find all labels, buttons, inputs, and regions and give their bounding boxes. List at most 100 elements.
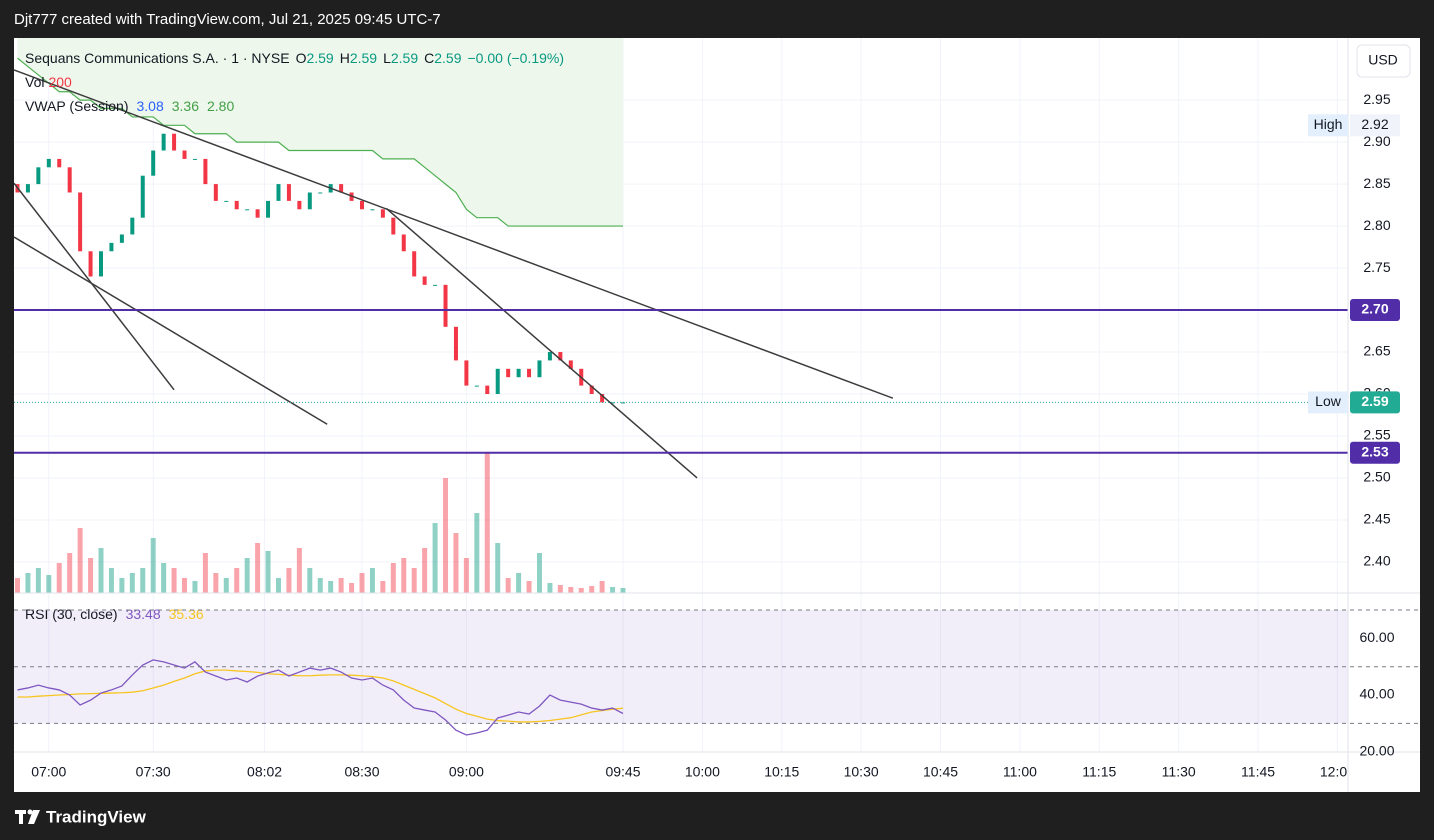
volume-bar	[161, 563, 167, 593]
y-tick-label: 2.80	[1363, 217, 1390, 233]
logo-part	[27, 809, 33, 815]
currency-label[interactable]: USD	[1368, 52, 1398, 68]
candle-body	[401, 234, 406, 252]
candle-body	[182, 150, 187, 159]
price-pane	[14, 38, 1348, 593]
candle-body	[140, 175, 145, 218]
rsi-legend: RSI (30, close) 33.48 35.36	[25, 606, 204, 622]
volume-bar	[56, 563, 62, 593]
time-axis: 07:00 07:30 08:02 08:30 09:00 09:45 10:00 10:15…	[31, 764, 1348, 780]
level-badge: 2.53	[1361, 443, 1388, 459]
y-tick-label: 2.85	[1363, 175, 1390, 191]
ohlc-value: 2.59	[306, 50, 333, 66]
candle-body	[255, 209, 260, 218]
volume-bar	[14, 578, 20, 593]
volume-bar	[443, 478, 449, 593]
high-tag-bg	[1308, 114, 1348, 137]
candle-body	[495, 368, 500, 395]
candle-body	[360, 200, 364, 210]
volume-bar	[463, 558, 469, 593]
volume-bar	[265, 551, 271, 593]
volume-bar	[359, 573, 365, 593]
logo-part	[28, 810, 40, 824]
candle-body	[161, 133, 166, 151]
volume-bar	[328, 581, 334, 593]
candle-body	[192, 158, 197, 160]
candle-body	[464, 360, 469, 386]
level-badge: 2.70	[1361, 301, 1388, 317]
trend-line	[14, 69, 894, 399]
candle-body	[224, 200, 229, 202]
candle-body	[370, 209, 375, 211]
vwap-title: VWAP (Session)	[25, 98, 128, 114]
volume-bar	[411, 568, 417, 593]
volume-bar	[610, 587, 616, 593]
candle-body	[610, 402, 615, 404]
volume-bar	[589, 586, 595, 593]
volume-bar	[192, 581, 198, 593]
candle-body	[339, 184, 344, 193]
volume-bar	[307, 568, 313, 593]
trend-line	[14, 236, 328, 425]
ohlc-label: O	[296, 50, 307, 66]
x-tick-label: 10:15	[764, 764, 799, 780]
candle-body	[433, 284, 438, 286]
volume-bar	[286, 568, 292, 593]
volume-bar	[317, 578, 323, 593]
volume-bar	[557, 585, 563, 593]
volume-bar	[244, 558, 250, 593]
candle-body	[99, 251, 103, 277]
volume-bar	[349, 583, 355, 593]
currency-button[interactable]	[1356, 44, 1411, 78]
volume-bar	[296, 548, 302, 593]
x-tick-label: 07:30	[136, 764, 171, 780]
vwap-value: 2.80	[207, 98, 234, 114]
candle-body	[36, 167, 41, 185]
volume-bar	[505, 578, 511, 593]
volume-bar	[380, 581, 386, 593]
candle-body	[78, 192, 83, 252]
volume-bar	[432, 523, 438, 593]
volume-bar	[182, 578, 188, 593]
candle-body	[307, 192, 312, 210]
volume-bar	[620, 588, 626, 593]
footer-brand: TradingView	[46, 807, 147, 826]
volume-bar	[202, 553, 208, 593]
candle-body	[67, 167, 72, 193]
candle-body	[422, 276, 427, 285]
vwap-value: 3.08	[136, 98, 163, 114]
candle-body	[318, 192, 323, 194]
volume-bar	[223, 578, 229, 593]
volume-bar	[255, 543, 261, 593]
y-tick-label: 2.45	[1363, 511, 1390, 527]
candle-body	[453, 326, 458, 361]
volume-bar	[422, 548, 428, 593]
volume-bar	[536, 553, 542, 593]
candle-body	[130, 217, 135, 235]
volume-bar	[119, 578, 125, 593]
volume-bar	[390, 563, 396, 593]
volume-bar	[547, 583, 553, 593]
rsi-line	[17, 659, 624, 736]
candle-body	[234, 200, 239, 210]
ohlc-value: 2.59	[391, 50, 418, 66]
x-tick-label: 11:15	[1082, 764, 1116, 780]
rsi-ma-line	[17, 669, 624, 723]
candle-body	[506, 368, 511, 378]
x-tick-label: 10:30	[844, 764, 879, 780]
y-tick-label: 2.40	[1363, 553, 1390, 569]
candle-body	[391, 217, 396, 235]
volume-bar	[599, 581, 605, 593]
vwap-value: 3.36	[172, 98, 199, 114]
candle-body	[547, 352, 552, 361]
candle-body	[297, 200, 302, 210]
volume-bar	[495, 543, 501, 593]
grid	[14, 38, 1348, 752]
candle-body	[151, 150, 156, 176]
ohlc-value: 2.59	[434, 50, 461, 66]
volume-bar	[578, 588, 584, 593]
low-tag: Low	[1315, 393, 1342, 409]
x-tick-label: 07:00	[31, 764, 66, 780]
rsi-pane	[14, 610, 1348, 736]
volume-bar	[516, 573, 522, 593]
